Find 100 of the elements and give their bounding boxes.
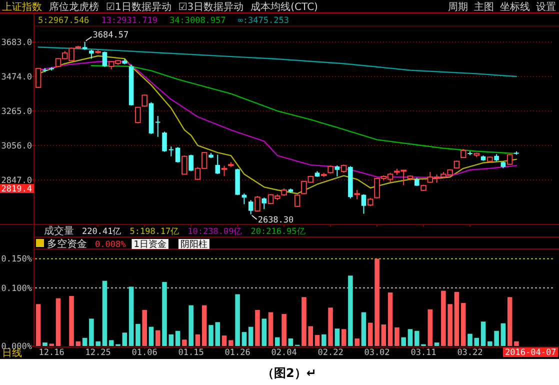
bar — [454, 292, 460, 346]
text: 2819.4 — [1, 184, 32, 194]
candlestick — [354, 190, 360, 200]
bar — [128, 286, 134, 346]
x-tick-label: 01.06 — [132, 348, 158, 358]
x-tick-label: 02.22 — [318, 348, 344, 358]
bar — [341, 329, 346, 346]
bar — [354, 338, 360, 346]
bar — [480, 322, 486, 346]
bar — [102, 280, 108, 346]
bar — [268, 312, 274, 346]
bar — [142, 310, 147, 346]
candlestick — [182, 155, 188, 175]
candlestick — [168, 146, 174, 157]
bar — [82, 338, 88, 346]
line-series — [38, 46, 518, 78]
x-tick-label: 03.22 — [457, 348, 483, 358]
annotation: 2638.30 — [258, 215, 294, 226]
text: 设置 — [536, 1, 556, 13]
bar — [155, 330, 160, 346]
candlestick — [35, 68, 42, 88]
text: 34:3008.957 — [169, 16, 226, 26]
x-tick-label: 02.04 — [271, 348, 297, 358]
annotation: 3684.57 — [92, 30, 129, 41]
y-tick-label: 0.150% — [1, 254, 32, 265]
text: 周期 — [448, 1, 468, 13]
bar — [76, 341, 81, 346]
text: 席位龙虎榜 — [49, 1, 99, 13]
bar — [182, 340, 187, 346]
candlestick — [155, 115, 160, 138]
bar — [36, 304, 41, 346]
candlestick — [135, 106, 141, 124]
x-tick-label: 01.26 — [224, 348, 250, 358]
y-tick-label: 3265.0 — [1, 106, 32, 117]
bar — [388, 292, 393, 346]
text: ∞:3475.253 — [238, 16, 289, 26]
bar — [248, 326, 254, 346]
y-tick-label: 3056.0 — [1, 141, 32, 152]
x-tick-label: 12.25 — [85, 348, 111, 358]
text: 成交量 — [44, 225, 74, 237]
chart-title: 多空资金 — [47, 238, 87, 250]
bar — [222, 336, 227, 346]
bar — [428, 309, 433, 346]
bar — [288, 338, 294, 346]
bar — [460, 302, 466, 346]
text: 2016-04-07 — [505, 348, 556, 358]
bar — [328, 308, 333, 346]
y-tick-label: 3683.0 — [1, 38, 32, 48]
candlestick — [221, 165, 228, 177]
bar — [321, 334, 326, 346]
y-tick-label: 0.100% — [1, 284, 32, 294]
candlestick — [361, 194, 366, 214]
bar — [122, 332, 128, 346]
bar — [168, 334, 174, 346]
candlestick — [262, 197, 267, 210]
bar — [235, 294, 240, 346]
candlestick — [248, 200, 254, 215]
bar — [348, 276, 353, 346]
candlestick — [215, 154, 220, 175]
text: 13:2931.719 — [101, 16, 158, 26]
annotation: 0.008% — [95, 240, 126, 250]
text: 220.41亿 — [82, 226, 122, 237]
text: 5:198.17亿 — [130, 226, 180, 237]
text: （图2）↵ — [262, 366, 316, 380]
text: 上证指数 — [2, 1, 42, 13]
bar — [334, 328, 340, 346]
text: 坐标线 — [500, 1, 530, 13]
candlestick — [102, 51, 108, 68]
text: 20:216.95亿 — [250, 226, 306, 237]
candlestick — [142, 94, 148, 108]
bar — [255, 310, 260, 346]
bar — [408, 329, 413, 346]
text: 主图 — [474, 1, 494, 13]
candlestick — [175, 146, 180, 164]
bar — [148, 326, 154, 346]
bar — [275, 337, 280, 346]
bar — [282, 314, 286, 346]
bar — [228, 340, 234, 346]
line-series — [90, 65, 518, 154]
bar — [69, 296, 74, 346]
annotation: 1日资金 — [134, 239, 166, 250]
candlestick — [254, 195, 260, 212]
x-tick-label: 12.16 — [38, 348, 64, 358]
x-tick-label: 03.02 — [364, 348, 390, 358]
candlestick — [162, 131, 167, 152]
bar — [262, 318, 267, 346]
x-tick-label: 03.11 — [410, 348, 436, 358]
bar — [514, 341, 519, 346]
bar — [175, 330, 180, 346]
bar — [401, 337, 406, 346]
bar — [202, 305, 207, 346]
bar — [242, 332, 247, 346]
bar — [414, 330, 420, 346]
bar — [500, 323, 506, 346]
bar — [394, 327, 400, 346]
x-tick-label: 01.15 — [178, 348, 204, 358]
text: 10:238.09亿 — [188, 226, 243, 237]
bar — [188, 305, 194, 346]
bar — [42, 342, 48, 346]
bar — [195, 334, 200, 346]
